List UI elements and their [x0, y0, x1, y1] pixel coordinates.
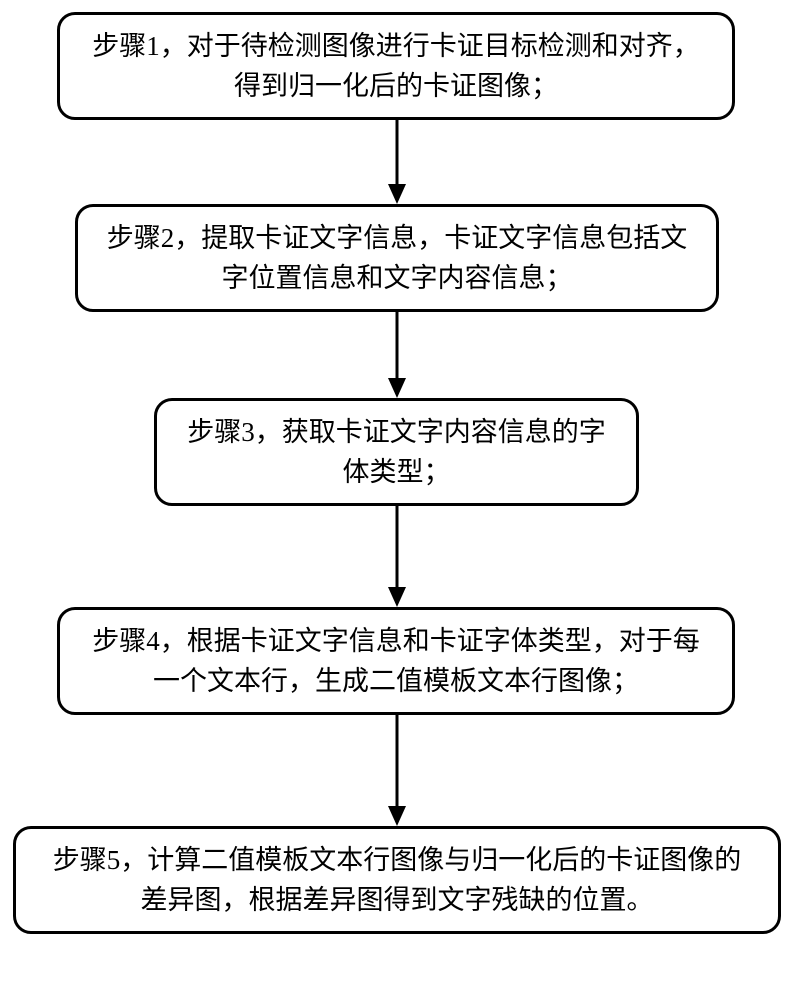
- flow-node-step4: 步骤4，根据卡证文字信息和卡证字体类型，对于每一个文本行，生成二值模板文本行图像…: [57, 607, 735, 715]
- arrow-2-3: [382, 312, 412, 398]
- arrow-3-4: [382, 506, 412, 607]
- flowchart-container: 步骤1，对于待检测图像进行卡证目标检测和对齐，得到归一化后的卡证图像； 步骤2，…: [0, 0, 793, 1000]
- flow-node-step3: 步骤3，获取卡证文字内容信息的字体类型；: [154, 398, 639, 506]
- arrow-1-2: [382, 120, 412, 204]
- node-text: 步骤1，对于待检测图像进行卡证目标检测和对齐，得到归一化后的卡证图像；: [84, 26, 708, 107]
- flow-node-step1: 步骤1，对于待检测图像进行卡证目标检测和对齐，得到归一化后的卡证图像；: [57, 12, 735, 120]
- arrow-4-5: [382, 715, 412, 826]
- node-text: 步骤4，根据卡证文字信息和卡证字体类型，对于每一个文本行，生成二值模板文本行图像…: [84, 621, 708, 702]
- flow-node-step5: 步骤5，计算二值模板文本行图像与归一化后的卡证图像的差异图，根据差异图得到文字残…: [13, 826, 781, 934]
- node-text: 步骤3，获取卡证文字内容信息的字体类型；: [181, 412, 612, 493]
- node-text: 步骤2，提取卡证文字信息，卡证文字信息包括文字位置信息和文字内容信息；: [102, 218, 692, 299]
- flow-node-step2: 步骤2，提取卡证文字信息，卡证文字信息包括文字位置信息和文字内容信息；: [75, 204, 719, 312]
- node-text: 步骤5，计算二值模板文本行图像与归一化后的卡证图像的差异图，根据差异图得到文字残…: [40, 840, 754, 921]
